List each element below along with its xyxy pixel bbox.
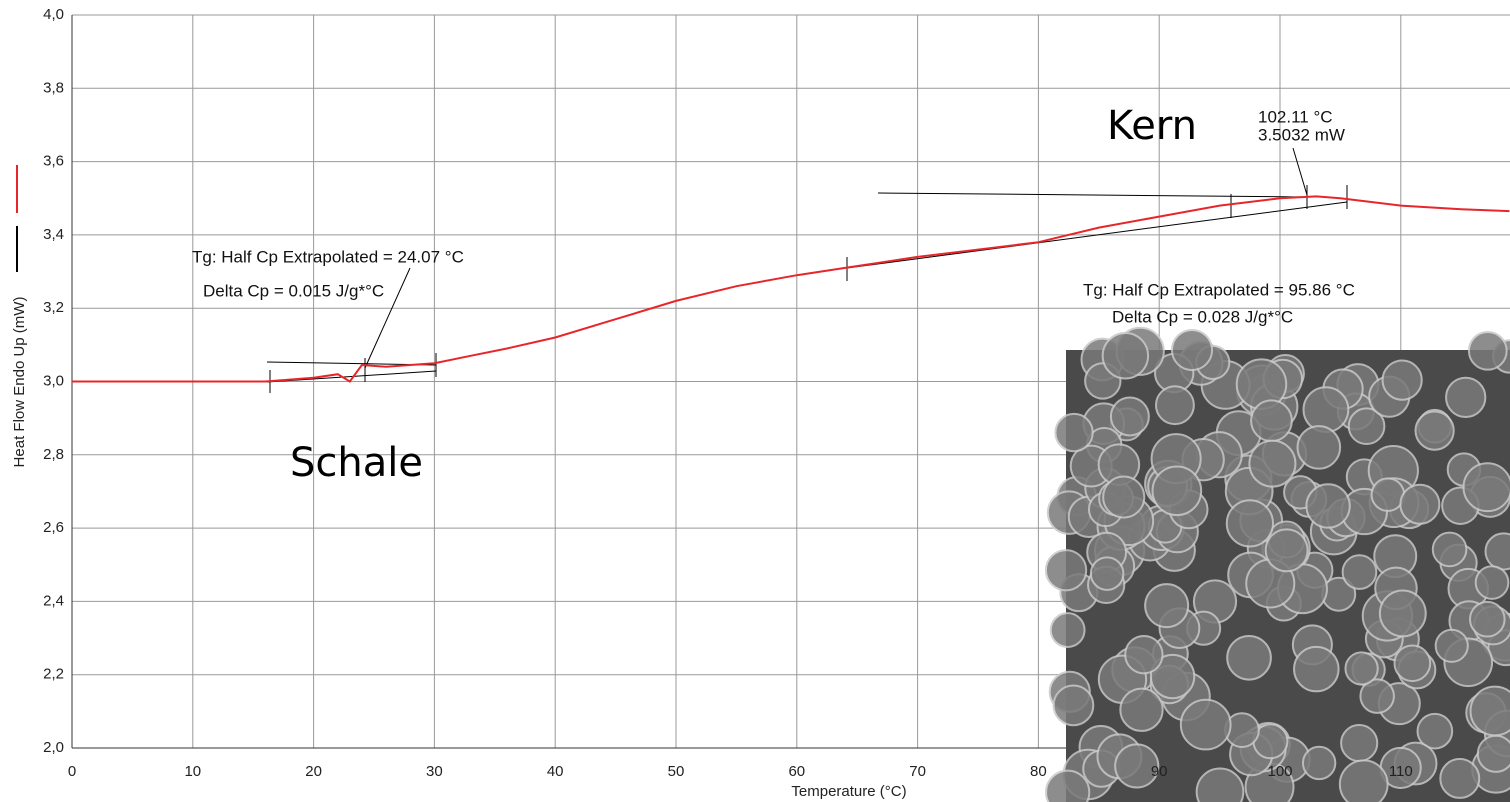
annotation: Delta Cp = 0.015 J/g*°C: [203, 281, 384, 300]
x-axis-label: Temperature (°C): [791, 783, 906, 800]
sem-particle: [1125, 636, 1162, 673]
x-tick-label: 100: [1267, 763, 1292, 780]
sem-particle: [1227, 500, 1273, 546]
sem-particle: [1470, 602, 1505, 637]
sem-particle: [1446, 378, 1485, 417]
sem-particle: [1266, 529, 1308, 571]
sem-particle: [1111, 398, 1149, 436]
sem-particle: [1181, 700, 1231, 750]
sem-particle: [1249, 441, 1295, 487]
sem-particle: [1433, 533, 1467, 567]
sem-particle: [1054, 685, 1094, 725]
x-tick-label: 90: [1151, 763, 1168, 780]
sem-particle: [1055, 414, 1092, 451]
sem-particle: [1051, 613, 1085, 647]
sem-particle: [1103, 477, 1144, 518]
x-tick-label: 30: [426, 763, 443, 780]
sem-particle: [1294, 647, 1338, 691]
label-text: Kern: [1107, 103, 1197, 149]
y-tick-label: 2,8: [43, 446, 64, 463]
sem-particle: [1440, 759, 1479, 798]
sem-particle: [1343, 555, 1377, 589]
y-tick-label: 2,4: [43, 592, 64, 609]
x-tick-label: 60: [788, 763, 805, 780]
y-tick-label: 3,2: [43, 299, 64, 316]
sem-particle: [1478, 736, 1510, 772]
sem-particle: [1091, 557, 1124, 590]
sem-particle: [1372, 478, 1405, 511]
sem-particle: [1464, 463, 1510, 511]
sem-particle: [1476, 566, 1509, 599]
x-tick-label: 10: [184, 763, 201, 780]
annotation: Delta Cp = 0.028 J/g*°C: [1112, 307, 1293, 326]
sem-particle: [1103, 333, 1148, 378]
sem-particle: [1395, 645, 1431, 681]
sem-particle: [1380, 590, 1426, 636]
label-text: Schale: [290, 440, 423, 486]
annotation: Tg: Half Cp Extrapolated = 24.07 °C: [192, 247, 464, 266]
x-tick-label: 40: [547, 763, 564, 780]
y-tick-label: 3,6: [43, 153, 64, 170]
sem-particle: [1172, 330, 1212, 370]
y-tick-label: 2,6: [43, 519, 64, 536]
sem-particle: [1156, 386, 1194, 424]
sem-particle: [1341, 725, 1377, 761]
sem-particle: [1400, 485, 1439, 524]
sem-particle: [1227, 636, 1271, 680]
sem-particle: [1304, 387, 1349, 432]
x-tick-label: 0: [68, 763, 76, 780]
sem-particle: [1469, 332, 1507, 370]
sem-particle: [1303, 747, 1335, 779]
sem-particle: [1046, 550, 1086, 590]
annotation: Tg: Half Cp Extrapolated = 95.86 °C: [1083, 280, 1355, 299]
x-tick-label: 50: [668, 763, 685, 780]
y-tick-label: 2,0: [43, 739, 64, 756]
y-tick-label: 3,0: [43, 372, 64, 389]
sem-particle: [1153, 467, 1202, 516]
y-tick-label: 3,8: [43, 79, 64, 96]
sem-particle: [1345, 652, 1377, 684]
sem-particle: [1306, 484, 1349, 527]
sem-particle: [1145, 584, 1188, 627]
sem-image: [1046, 328, 1510, 802]
annotation: 3.5032 mW: [1258, 125, 1345, 144]
y-tick-label: 4,0: [43, 6, 64, 23]
sem-particle: [1436, 630, 1468, 662]
x-tick-label: 20: [305, 763, 322, 780]
y-tick-label: 2,2: [43, 666, 64, 683]
x-tick-label: 80: [1030, 763, 1047, 780]
annotation: 102.11 °C: [1258, 107, 1333, 126]
sem-particle: [1383, 361, 1422, 400]
sem-particle: [1340, 760, 1388, 802]
y-axis-label: Heat Flow Endo Up (mW): [11, 297, 28, 468]
y-tick-label: 3,4: [43, 226, 64, 243]
sem-particle: [1251, 400, 1292, 441]
sem-particle: [1416, 412, 1454, 450]
sem-particle: [1471, 687, 1510, 736]
chart: Temperature (°C) Heat Flow Endo Up (mW) …: [0, 0, 1510, 802]
sem-particle: [1298, 426, 1341, 469]
sem-particle: [1120, 689, 1162, 731]
x-tick-label: 110: [1389, 763, 1413, 780]
x-tick-label: 70: [909, 763, 926, 780]
